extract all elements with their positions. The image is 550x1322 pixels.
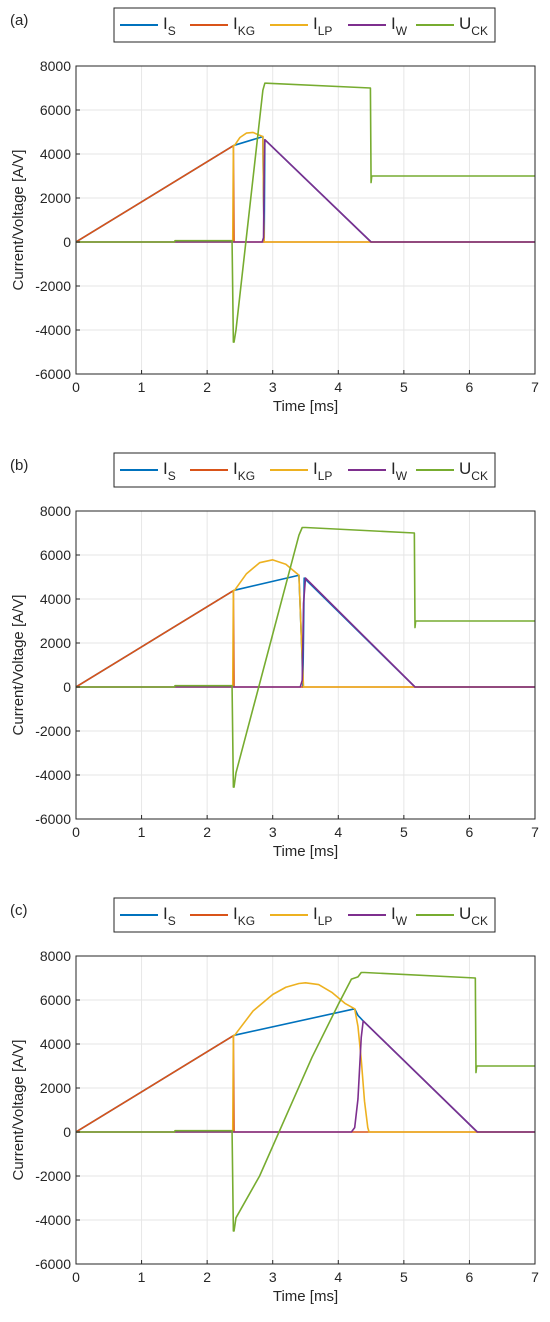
- series-line-i-w: [76, 138, 535, 243]
- series-line-i-lp: [76, 982, 535, 1133]
- legend-label-subscript: S: [168, 914, 176, 928]
- axes-box: [75, 510, 536, 820]
- series-line-u-ck: [76, 971, 535, 1232]
- y-tick-label: 6000: [40, 102, 71, 118]
- x-tick-label: 5: [400, 1269, 408, 1285]
- plot-area: [76, 66, 535, 374]
- x-tick-label: 3: [269, 824, 277, 840]
- chart-panel-1: (b) 0 1 2 3 4 5 6 7 -6000 -4000 -2000 0 2000 4000 6000 8…: [10, 452, 539, 860]
- axes-box: [75, 955, 536, 1265]
- x-tick-label: 2: [203, 824, 211, 840]
- x-axis-label: Time [ms]: [273, 398, 338, 415]
- x-tick-label: 5: [400, 379, 408, 395]
- y-tick-label: -4000: [35, 322, 71, 338]
- x-tick-label: 1: [138, 1269, 146, 1285]
- legend-label-subscript: S: [168, 24, 176, 38]
- x-tick-label: 7: [531, 1269, 539, 1285]
- y-tick-label: 2000: [40, 635, 71, 651]
- series-line-i-w: [76, 1020, 535, 1133]
- legend-label-subscript: CK: [471, 24, 488, 38]
- y-tick-label: 2000: [40, 190, 71, 206]
- plot-area: [76, 511, 535, 819]
- x-axis-label: Time [ms]: [273, 1288, 338, 1305]
- y-axis-label: Current/Voltage [A/V]: [10, 150, 27, 291]
- legend-label-subscript: KG: [238, 24, 255, 38]
- legend: IS IKG ILP IW UCK: [113, 452, 496, 488]
- x-tick-label: 6: [466, 1269, 474, 1285]
- series-line-u-ck: [76, 526, 535, 788]
- x-tick-label: 5: [400, 824, 408, 840]
- x-tick-label: 0: [72, 379, 80, 395]
- series-line-i-lp: [76, 559, 535, 688]
- x-tick-label: 4: [334, 824, 342, 840]
- legend-label-subscript: W: [396, 24, 408, 38]
- y-axis-label: Current/Voltage [A/V]: [10, 595, 27, 736]
- chart-panel-2: (c) 0 1 2 3 4 5 6 7 -6000 -4000 -2000 0 2000 4000 6000 8…: [10, 897, 539, 1305]
- y-tick-label: -6000: [35, 811, 71, 827]
- x-tick-label: 7: [531, 379, 539, 395]
- legend-label-subscript: LP: [318, 469, 333, 483]
- y-tick-label: 8000: [40, 58, 71, 74]
- y-axis-label: Current/Voltage [A/V]: [10, 1040, 27, 1181]
- y-tick-label: -6000: [35, 1256, 71, 1272]
- x-tick-label: 0: [72, 1269, 80, 1285]
- y-tick-label: -2000: [35, 1168, 71, 1184]
- panel-label: (c): [10, 902, 28, 919]
- x-tick-label: 3: [269, 1269, 277, 1285]
- series-group: [76, 526, 535, 788]
- legend-label-subscript: S: [168, 469, 176, 483]
- legend: IS IKG ILP IW UCK: [113, 897, 496, 933]
- legend-label-subscript: KG: [238, 469, 255, 483]
- y-tick-label: 4000: [40, 1036, 71, 1052]
- x-tick-label: 0: [72, 824, 80, 840]
- y-tick-label: -6000: [35, 366, 71, 382]
- x-tick-label: 1: [138, 379, 146, 395]
- legend-label-subscript: CK: [471, 469, 488, 483]
- plot-area: [76, 956, 535, 1264]
- y-tick-label: 4000: [40, 591, 71, 607]
- y-tick-label: 8000: [40, 948, 71, 964]
- series-line-i-w: [76, 577, 535, 688]
- legend-label-subscript: LP: [318, 914, 333, 928]
- y-tick-label: 2000: [40, 1080, 71, 1096]
- legend-label-subscript: KG: [238, 914, 255, 928]
- y-tick-label: 6000: [40, 992, 71, 1008]
- y-tick-label: 6000: [40, 547, 71, 563]
- x-tick-label: 1: [138, 824, 146, 840]
- y-tick-label: 4000: [40, 146, 71, 162]
- x-tick-label: 4: [334, 1269, 342, 1285]
- series-line-u-ck: [76, 82, 535, 343]
- y-tick-label: -2000: [35, 723, 71, 739]
- series-line-i-lp: [76, 131, 535, 243]
- x-tick-label: 2: [203, 379, 211, 395]
- chart-panel-0: (a) 0 1 2 3 4 5 6 7 -6000 -4000 -2000 0 2000 4000 6000 8…: [10, 7, 539, 415]
- x-tick-label: 6: [466, 824, 474, 840]
- legend: IS IKG ILP IW UCK: [113, 7, 496, 43]
- panel-label: (a): [10, 12, 28, 29]
- legend-label-subscript: CK: [471, 914, 488, 928]
- y-tick-label: -2000: [35, 278, 71, 294]
- legend-label-subscript: W: [396, 914, 408, 928]
- y-tick-label: 0: [63, 1124, 71, 1140]
- y-tick-label: -4000: [35, 1212, 71, 1228]
- series-group: [76, 82, 535, 343]
- x-tick-label: 6: [466, 379, 474, 395]
- legend-label-subscript: W: [396, 469, 408, 483]
- axes-box: [75, 65, 536, 375]
- series-group: [76, 971, 535, 1232]
- legend-label-subscript: LP: [318, 24, 333, 38]
- x-tick-label: 4: [334, 379, 342, 395]
- x-tick-label: 2: [203, 1269, 211, 1285]
- x-tick-label: 7: [531, 824, 539, 840]
- y-tick-label: 8000: [40, 503, 71, 519]
- x-axis-label: Time [ms]: [273, 843, 338, 860]
- x-tick-label: 3: [269, 379, 277, 395]
- y-tick-label: 0: [63, 679, 71, 695]
- panel-label: (b): [10, 457, 28, 474]
- y-tick-label: 0: [63, 234, 71, 250]
- y-tick-label: -4000: [35, 767, 71, 783]
